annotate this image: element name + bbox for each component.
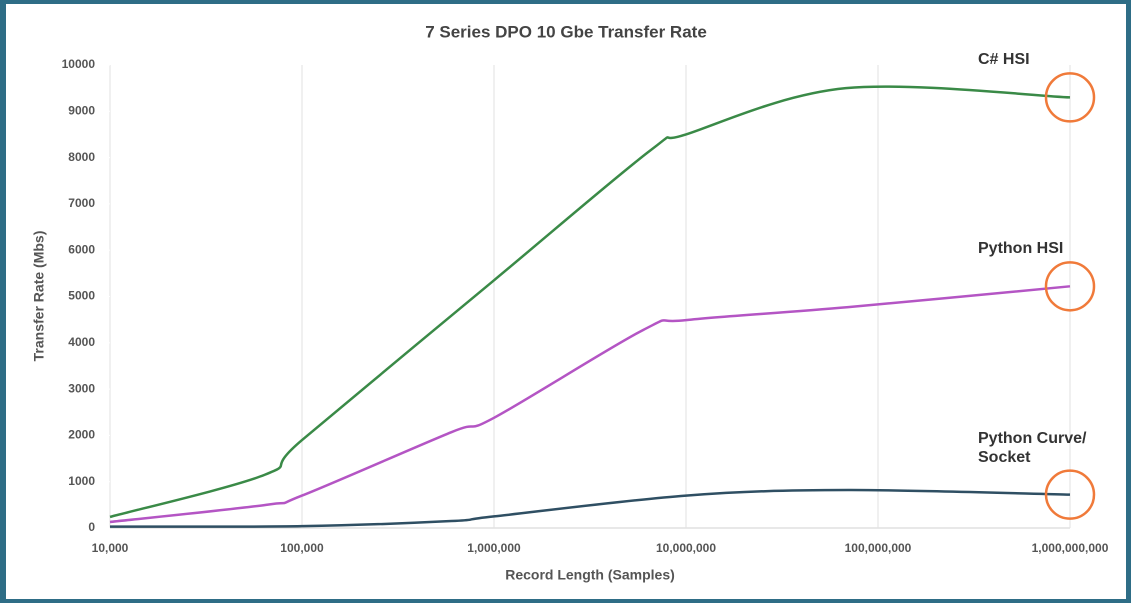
- y-tick-label: 2000: [68, 428, 95, 442]
- highlight-circle: [1044, 261, 1096, 312]
- y-tick-label: 4000: [68, 335, 95, 349]
- y-tick-label: 3000: [68, 381, 95, 395]
- y-tick-label: 6000: [68, 242, 95, 256]
- y-tick-label: 1000: [68, 474, 95, 488]
- x-tick-label: 1,000,000: [467, 541, 521, 555]
- x-tick-label: 1,000,000,000: [1032, 541, 1109, 555]
- y-tick-label: 8000: [68, 150, 95, 164]
- y-tick-label: 5000: [68, 289, 95, 303]
- line-series: [109, 488, 1071, 528]
- y-axis-title: Transfer Rate (Mbs): [31, 231, 47, 362]
- x-tick-label: 100,000,000: [845, 541, 912, 555]
- x-tick-label: 10,000: [92, 541, 129, 555]
- y-tick-label: 7000: [68, 196, 95, 210]
- x-tick-label: 10,000,000: [656, 541, 716, 555]
- chart-title: 7 Series DPO 10 Gbe Transfer Rate: [425, 22, 707, 41]
- series-label: C# HSI: [978, 51, 1030, 69]
- highlight-circle: [1044, 469, 1096, 520]
- y-tick-label: 0: [88, 520, 95, 534]
- y-tick-label: 10000: [62, 57, 96, 71]
- series-label: Python Curve/ Socket: [978, 429, 1087, 466]
- highlight-circle: [1044, 72, 1096, 123]
- line-series: [109, 85, 1071, 519]
- chart-panel: [6, 4, 1126, 599]
- y-tick-label: 9000: [68, 103, 95, 117]
- line-series: [109, 285, 1071, 524]
- series-label: Python HSI: [978, 240, 1064, 258]
- x-tick-label: 100,000: [280, 541, 324, 555]
- x-axis-title: Record Length (Samples): [505, 567, 675, 583]
